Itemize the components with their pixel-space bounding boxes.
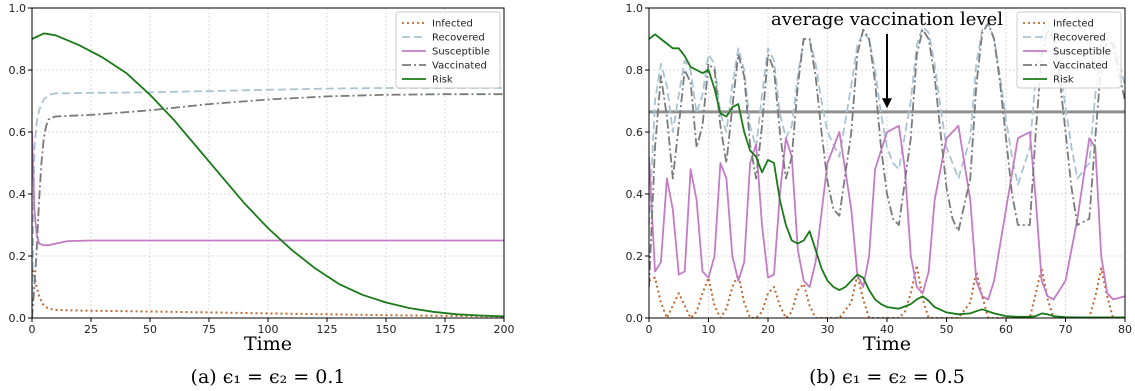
x-tick-label: 20 [761,323,775,336]
y-tick-label: 0.2 [9,250,27,263]
legend-label-recovered: Recovered [1053,33,1106,44]
legend-label-recovered: Recovered [432,33,485,44]
annotation-text: average vaccination level [771,9,1003,30]
y-tick-label: 1.0 [9,2,27,15]
x-tick-label: 75 [202,323,216,336]
x-tick-label: 50 [940,323,954,336]
legend: Infected Recovered Susceptible Vaccinated Ri… [1017,12,1121,88]
y-tick-label: 0.4 [9,188,27,201]
legend-label-risk: Risk [432,75,453,86]
subfigure-caption: (b) ϵ₁ = ϵ₂ = 0.5 [809,366,965,388]
x-tick-label: 200 [494,323,515,336]
legend-label-risk: Risk [1053,75,1074,86]
chart-panel-b: 0 10 20 30 40 50 60 70 800.00.20.40.60.81.0avera… [626,2,1133,388]
x-axis-label: Time [863,333,911,355]
x-tick-label: 30 [821,323,835,336]
y-tick-label: 1.0 [626,2,644,15]
legend-label-infected: Infected [432,19,473,30]
x-tick-label: 0 [29,323,36,336]
legend-label-vaccinated: Vaccinated [432,61,487,72]
legend-label-susceptible: Susceptible [432,47,490,58]
x-tick-label: 25 [84,323,98,336]
y-tick-label: 0.8 [9,64,27,77]
series-line-recovered [32,88,504,318]
annotation-arrow-head [882,98,892,108]
y-tick-label: 0.6 [626,126,644,139]
x-tick-label: 175 [435,323,456,336]
subfigure-caption: (a) ϵ₁ = ϵ₂ = 0.1 [191,366,346,388]
x-axis-label: Time [244,333,292,355]
x-tick-label: 80 [1118,323,1132,336]
x-tick-label: 150 [376,323,397,336]
legend: Infected Recovered Susceptible Vaccinated Ri… [396,12,500,88]
legend-label-infected: Infected [1053,19,1094,30]
x-tick-label: 10 [702,323,716,336]
y-tick-label: 0.0 [9,312,27,325]
y-tick-label: 0.6 [9,126,27,139]
y-tick-label: 0.0 [626,312,644,325]
x-tick-label: 50 [143,323,157,336]
x-tick-label: 70 [1059,323,1073,336]
y-tick-label: 0.8 [626,64,644,77]
x-tick-label: 125 [317,323,338,336]
y-tick-label: 0.4 [626,188,644,201]
y-tick-label: 0.2 [626,250,644,263]
legend-label-vaccinated: Vaccinated [1053,61,1108,72]
chart-panel-a: 0 25 50 75 100 125 150 175 2000.00.20.40.60.81.0… [9,2,515,388]
legend-label-susceptible: Susceptible [1053,47,1111,58]
x-tick-label: 0 [646,323,653,336]
x-tick-label: 60 [999,323,1013,336]
